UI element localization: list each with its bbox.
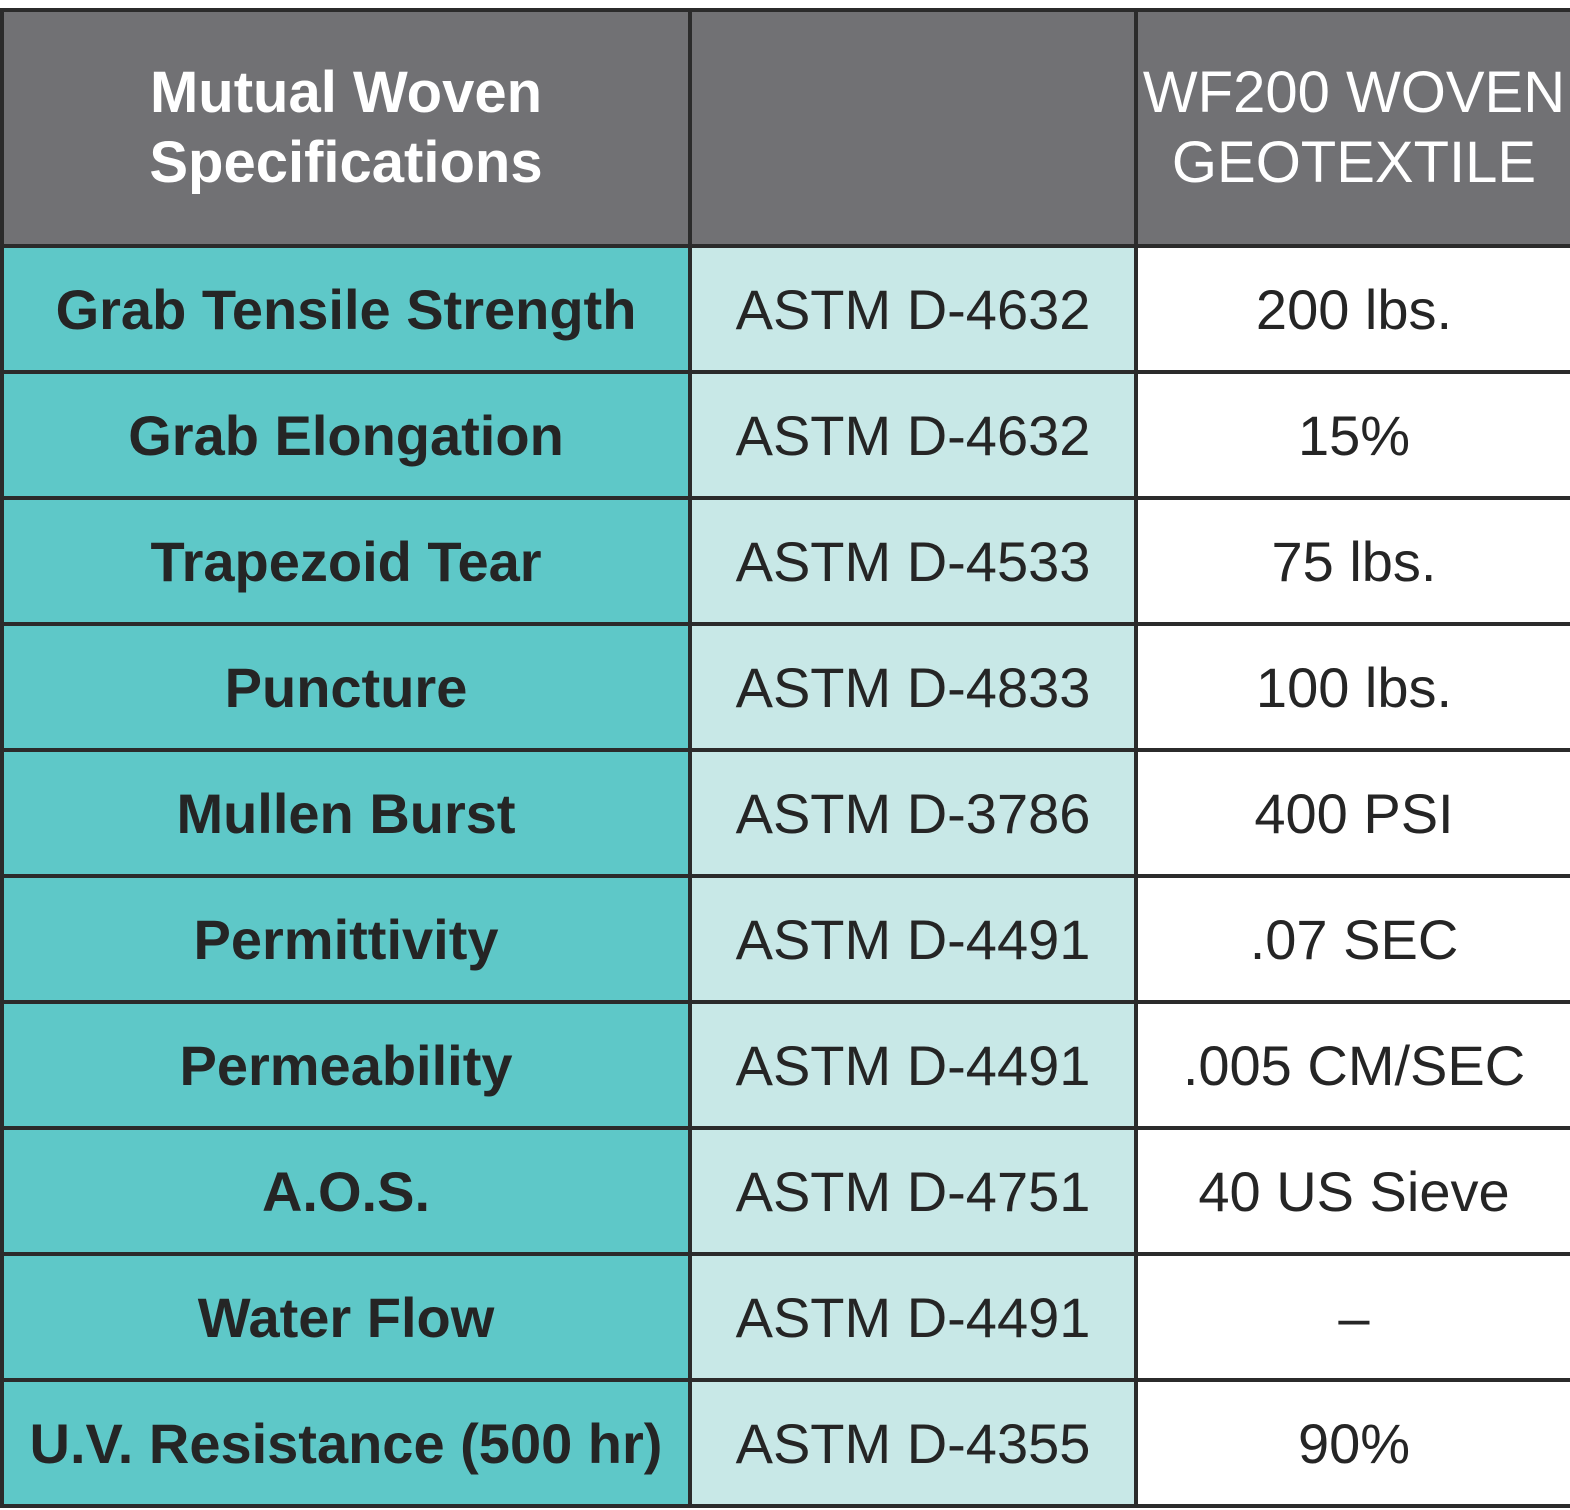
value-cell: 40 US Sieve xyxy=(1134,1126,1570,1256)
test-method-cell: ASTM D-4833 xyxy=(688,622,1138,752)
property-cell: Mullen Burst xyxy=(0,748,692,878)
table-row: A.O.S. ASTM D-4751 40 US Sieve xyxy=(0,1126,1570,1256)
test-method-cell: ASTM D-4491 xyxy=(688,1000,1138,1130)
test-method-cell: ASTM D-4491 xyxy=(688,874,1138,1004)
test-method-cell: ASTM D-4632 xyxy=(688,370,1138,500)
property-cell: Trapezoid Tear xyxy=(0,496,692,626)
header-test-method xyxy=(688,8,1138,248)
table-row: Mullen Burst ASTM D-3786 400 PSI xyxy=(0,748,1570,878)
value-cell: .07 SEC xyxy=(1134,874,1570,1004)
header-row: Mutual Woven Specifications WF200 WOVEN … xyxy=(0,8,1570,248)
property-cell: Permittivity xyxy=(0,874,692,1004)
value-cell: 400 PSI xyxy=(1134,748,1570,878)
test-method-cell: ASTM D-3786 xyxy=(688,748,1138,878)
property-cell: Grab Elongation xyxy=(0,370,692,500)
header-specifications-line-1: Mutual Woven xyxy=(149,60,543,125)
header-specifications: Mutual Woven Specifications xyxy=(0,8,692,248)
property-cell: Puncture xyxy=(0,622,692,752)
test-method-cell: ASTM D-4533 xyxy=(688,496,1138,626)
test-method-cell: ASTM D-4355 xyxy=(688,1378,1138,1508)
table-row: Water Flow ASTM D-4491– xyxy=(0,1252,1570,1382)
table-row: U.V. Resistance (500 hr) ASTM D-4355 90% xyxy=(0,1378,1570,1508)
table-row: Puncture ASTM D-4833 100 lbs. xyxy=(0,622,1570,752)
table-row: Permittivity ASTM D-4491.07 SEC xyxy=(0,874,1570,1004)
table-row: Grab Tensile Strength ASTM D-4632 200 lbs. xyxy=(0,244,1570,374)
specifications-body: Grab Tensile Strength ASTM D-4632 200 lbs.… xyxy=(0,244,1570,1508)
property-cell: Grab Tensile Strength xyxy=(0,244,692,374)
header-product: WF200 WOVEN GEOTEXTILE xyxy=(1134,8,1570,248)
value-cell: – xyxy=(1134,1252,1570,1382)
table-row: Trapezoid Tear ASTM D-4533 75 lbs. xyxy=(0,496,1570,626)
value-cell: 90% xyxy=(1134,1378,1570,1508)
test-method-cell: ASTM D-4491 xyxy=(688,1252,1138,1382)
value-cell: 200 lbs. xyxy=(1134,244,1570,374)
test-method-cell: ASTM D-4632 xyxy=(688,244,1138,374)
property-cell: Permeability xyxy=(0,1000,692,1130)
value-cell: .005 CM/SEC xyxy=(1134,1000,1570,1130)
value-cell: 75 lbs. xyxy=(1134,496,1570,626)
property-cell: U.V. Resistance (500 hr) xyxy=(0,1378,692,1508)
header-product-line-1: WF200 WOVEN xyxy=(1142,60,1566,125)
property-cell: Water Flow xyxy=(0,1252,692,1382)
value-cell: 15% xyxy=(1134,370,1570,500)
test-method-cell: ASTM D-4751 xyxy=(688,1126,1138,1256)
table-row: Grab Elongation ASTM D-4632 15% xyxy=(0,370,1570,500)
header-specifications-line-2: Specifications xyxy=(149,130,543,195)
header-product-line-2: GEOTEXTILE xyxy=(1171,130,1537,195)
table-row: Permeability ASTM D-4491.005 CM/SEC xyxy=(0,1000,1570,1130)
value-cell: 100 lbs. xyxy=(1134,622,1570,752)
property-cell: A.O.S. xyxy=(0,1126,692,1256)
specifications-table: Mutual Woven Specifications WF200 WOVEN … xyxy=(0,8,1570,1508)
